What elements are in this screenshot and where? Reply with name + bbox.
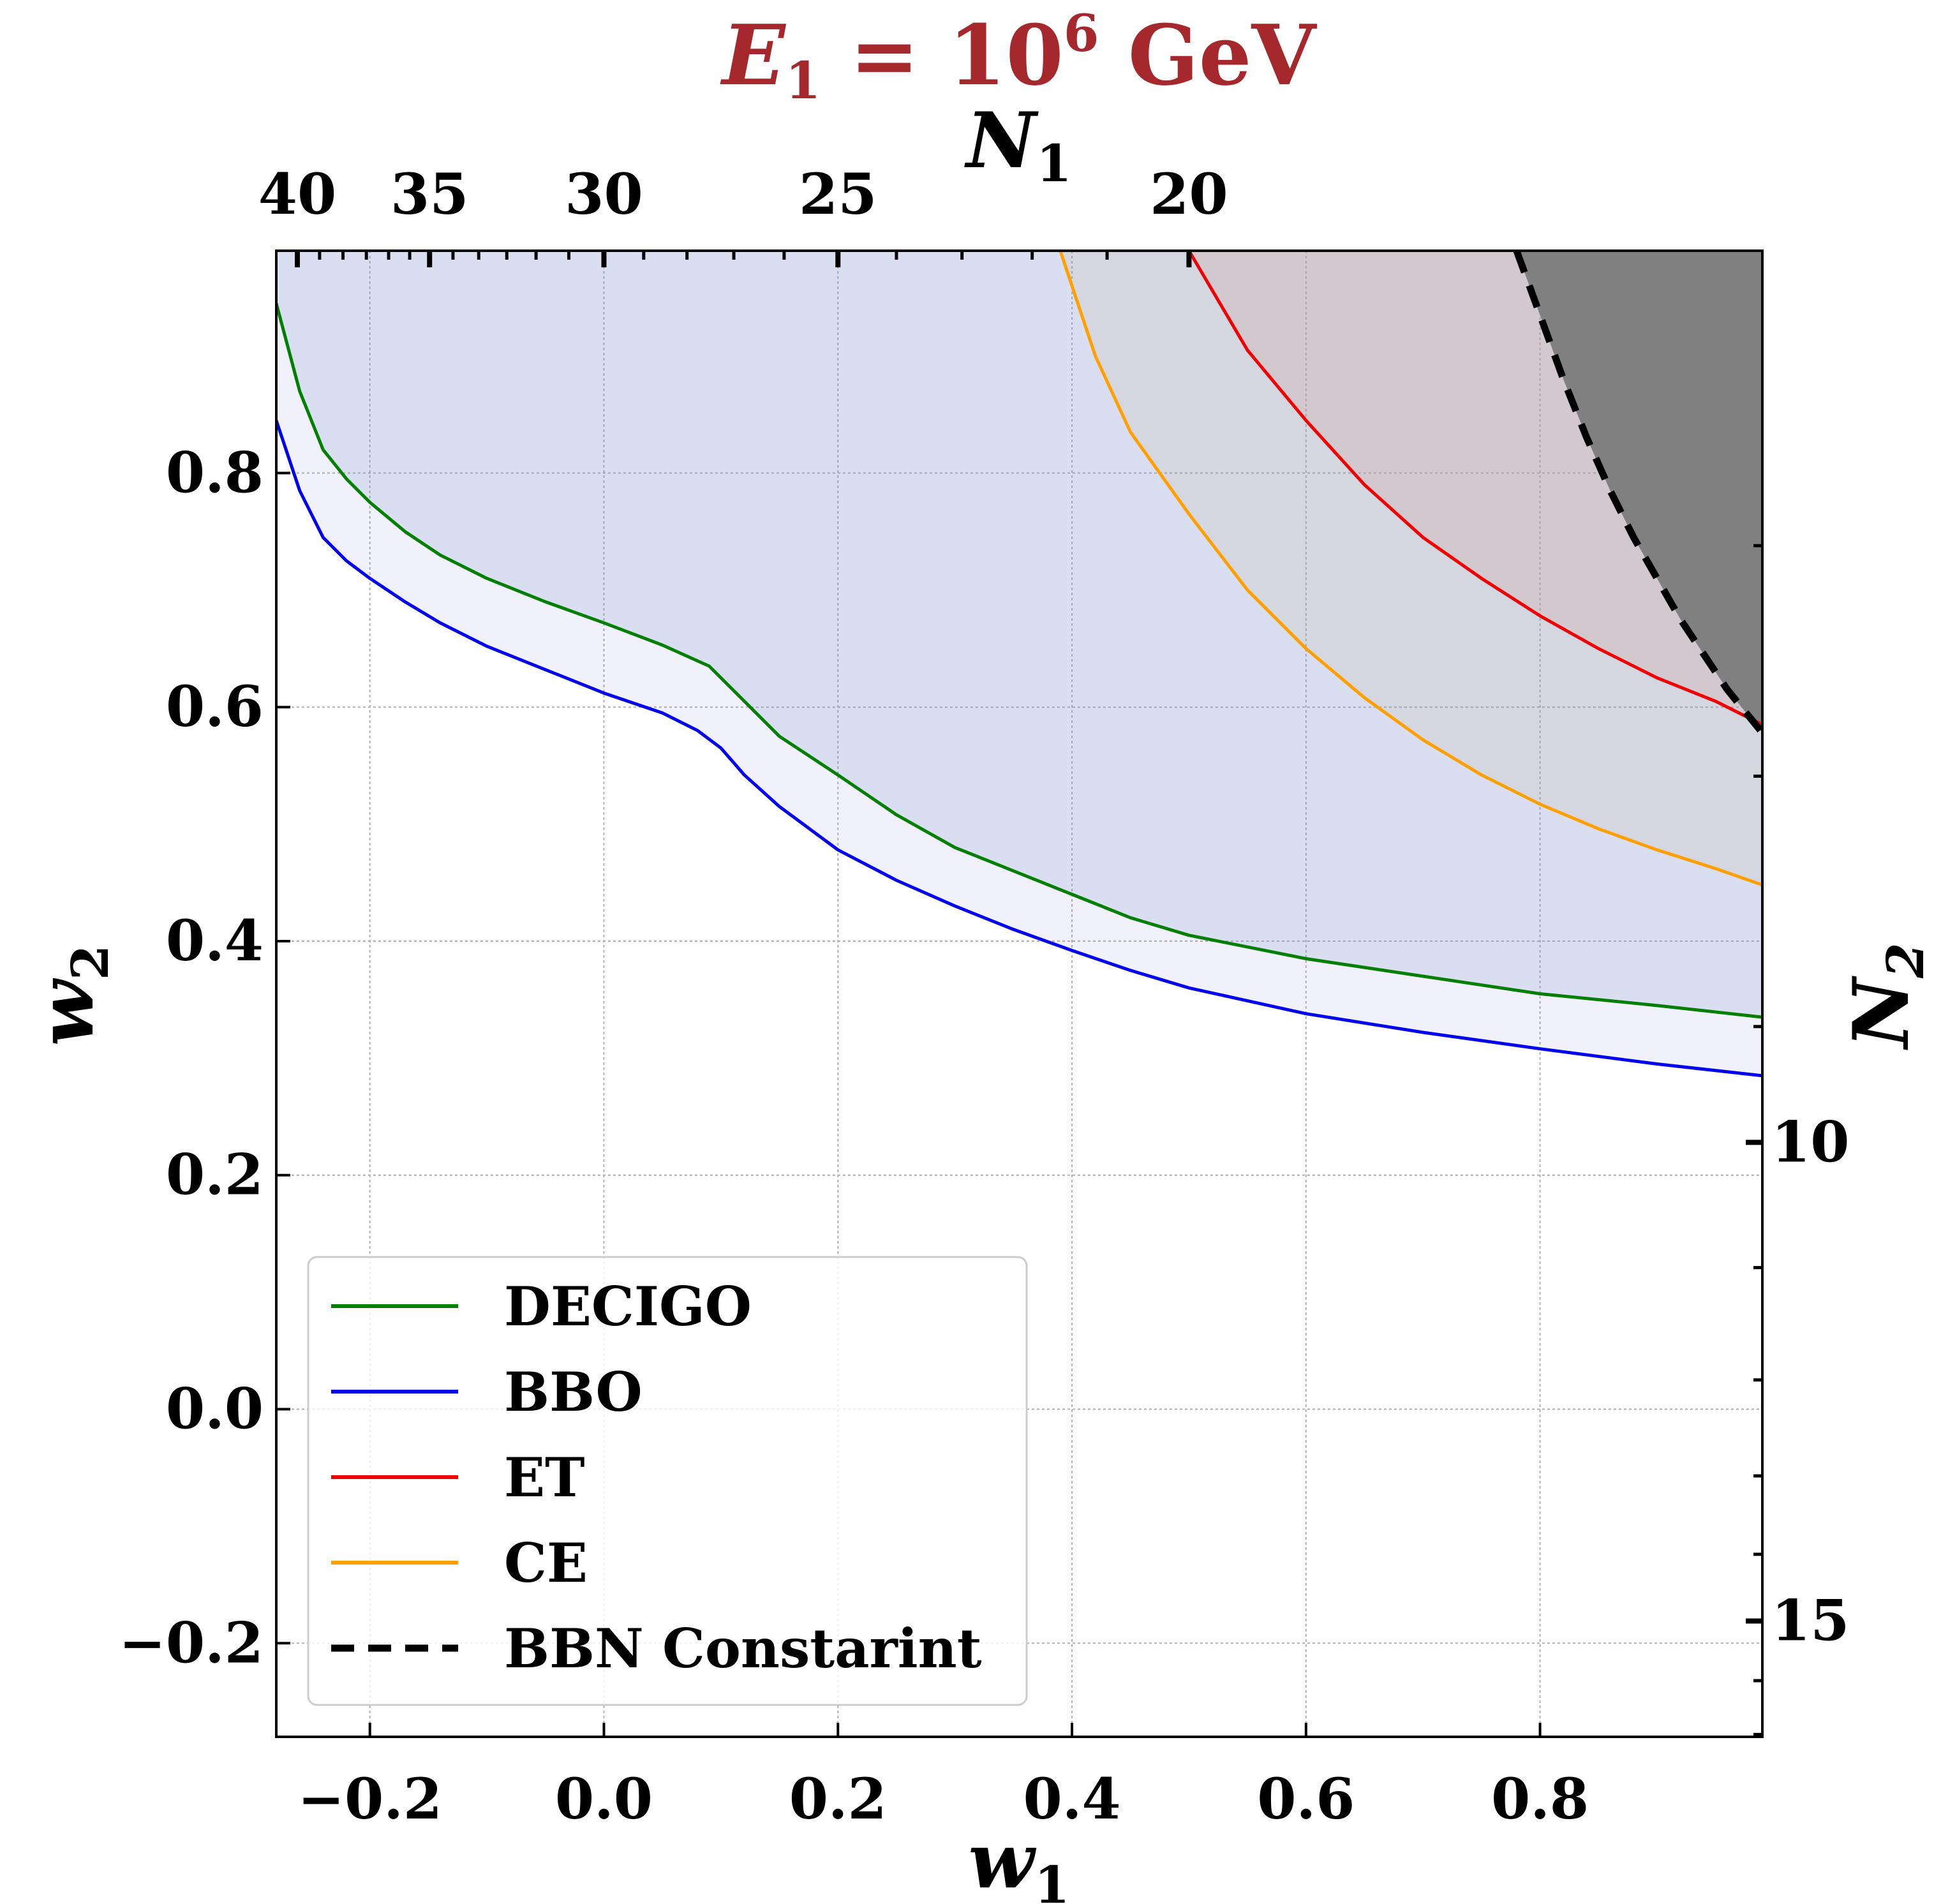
right-axis-label: N2 <box>1836 942 1934 1050</box>
chart-title: E1 = 106 GeV <box>720 3 1318 110</box>
bbo-region <box>276 251 1762 1076</box>
x-tick-label: 0.8 <box>1491 1766 1589 1832</box>
y-tick-label: 0.4 <box>166 907 264 974</box>
top-axis-label: N1 <box>963 96 1071 193</box>
top-tick-label: 30 <box>565 161 643 227</box>
region-fills <box>276 251 1762 1076</box>
bbn-constarint-region <box>1516 251 1762 733</box>
top-tick-label: 35 <box>391 161 468 227</box>
top-tick-label: 20 <box>1150 161 1228 227</box>
bbo-line <box>276 420 1762 1078</box>
y-tick-label: 0.8 <box>166 439 264 505</box>
y-tick-label: 0.6 <box>166 673 264 740</box>
y-axis-label: w2 <box>21 945 120 1046</box>
x-tick-label: 0.6 <box>1257 1766 1355 1832</box>
legend-box <box>307 1256 1028 1706</box>
et-legend-label: ET <box>504 1446 585 1509</box>
y-tick-label: 0.2 <box>166 1142 264 1208</box>
legend: DECIGO BBO ET CE BBN Constarint <box>307 1256 1028 1706</box>
et-line <box>1187 251 1762 726</box>
tick-labels: −0.2 0.0 0.2 0.4 0.6 0.8 −0.2 0.0 0.2 0.4 0.6 0.8 40… <box>119 161 1849 1832</box>
bbn-constarint-legend-label: BBN Constarint <box>504 1617 982 1680</box>
decigo-region <box>276 251 1762 1018</box>
top-tick-label: 25 <box>799 161 877 227</box>
decigo-legend-label: DECIGO <box>504 1275 752 1338</box>
ce-legend-label: CE <box>504 1531 588 1595</box>
y-tick-label: −0.2 <box>119 1609 264 1676</box>
x-tick-label: 0.0 <box>555 1766 653 1832</box>
axis-ticks <box>276 251 1762 1737</box>
right-tick-label: 10 <box>1771 1108 1849 1175</box>
right-tick-label: 15 <box>1771 1587 1849 1653</box>
series-lines <box>276 251 1762 1078</box>
decigo-line <box>276 302 1762 1019</box>
bbo-legend-label: BBO <box>504 1360 643 1424</box>
bbn-constarint-line <box>1513 251 1762 736</box>
top-tick-label: 40 <box>258 161 336 227</box>
y-tick-label: 0.0 <box>166 1376 264 1442</box>
x-axis-label: w1 <box>969 1816 1070 1904</box>
x-tick-label: −0.2 <box>297 1766 442 1832</box>
plot-frame <box>275 249 1764 1738</box>
ce-line <box>1059 251 1762 887</box>
x-tick-label: 0.4 <box>1023 1766 1120 1832</box>
x-tick-label: 0.2 <box>789 1766 887 1832</box>
